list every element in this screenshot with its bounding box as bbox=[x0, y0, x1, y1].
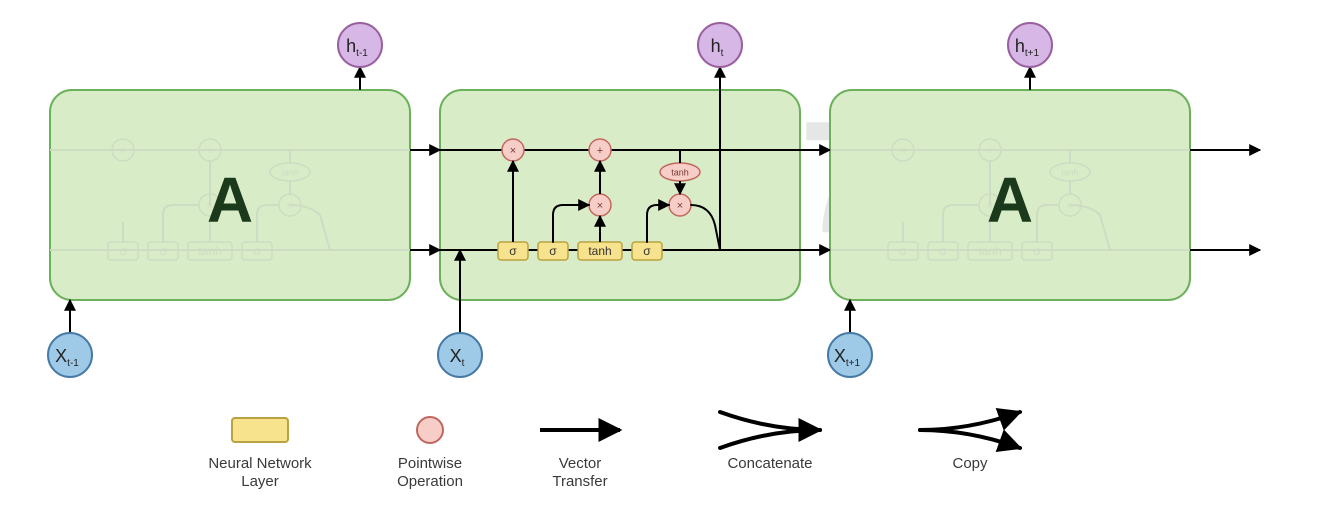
op-add-cell-label: + bbox=[597, 145, 603, 157]
svg-text:σ: σ bbox=[253, 244, 261, 258]
svg-text:tanh: tanh bbox=[281, 167, 299, 177]
svg-text:σ: σ bbox=[119, 244, 127, 258]
svg-text:+: + bbox=[987, 145, 993, 157]
op-multiply-input-label: × bbox=[597, 200, 603, 212]
legend-concat-label1: Concatenate bbox=[727, 455, 812, 472]
diagram-svg: 84817σσtanhσ×+××tanhAσσtanhσ×+××tanhAσσt… bbox=[0, 0, 1332, 510]
svg-text:σ: σ bbox=[899, 244, 907, 258]
op-tanh-cell-label: tanh bbox=[671, 167, 689, 177]
legend-arrow-label1: Vector bbox=[559, 455, 602, 472]
legend-rect-label2: Layer bbox=[241, 473, 279, 490]
legend-op-icon bbox=[417, 417, 443, 443]
lstm-diagram: 84817σσtanhσ×+××tanhAσσtanhσ×+××tanhAσσt… bbox=[0, 0, 1332, 515]
svg-text:tanh: tanh bbox=[1061, 167, 1079, 177]
gate-sigma-forget-label: σ bbox=[509, 244, 517, 258]
svg-text:×: × bbox=[120, 145, 126, 157]
svg-text:tanh: tanh bbox=[978, 244, 1001, 258]
op-multiply-output-label: × bbox=[677, 200, 683, 212]
svg-text:tanh: tanh bbox=[198, 244, 221, 258]
svg-text:+: + bbox=[207, 145, 213, 157]
gate-sigma-input-label: σ bbox=[549, 244, 557, 258]
op-multiply-forget-label: × bbox=[510, 145, 516, 157]
h-node-tm1 bbox=[338, 23, 382, 67]
legend-arrow-label2: Transfer bbox=[552, 473, 607, 490]
gate-tanh-candidate-label: tanh bbox=[588, 244, 611, 258]
legend-op-label1: Pointwise bbox=[398, 455, 462, 472]
cell-center bbox=[440, 90, 800, 300]
svg-text:σ: σ bbox=[939, 244, 947, 258]
svg-text:×: × bbox=[900, 145, 906, 157]
legend-copy-label1: Copy bbox=[952, 455, 988, 472]
cell-right-label: A bbox=[987, 164, 1033, 236]
cell-left-label: A bbox=[207, 164, 253, 236]
svg-text:σ: σ bbox=[159, 244, 167, 258]
legend-op-label2: Operation bbox=[397, 473, 463, 490]
gate-sigma-output-label: σ bbox=[643, 244, 651, 258]
svg-text:σ: σ bbox=[1033, 244, 1041, 258]
legend-rect-label1: Neural Network bbox=[208, 455, 312, 472]
legend-rect-icon bbox=[232, 418, 288, 442]
